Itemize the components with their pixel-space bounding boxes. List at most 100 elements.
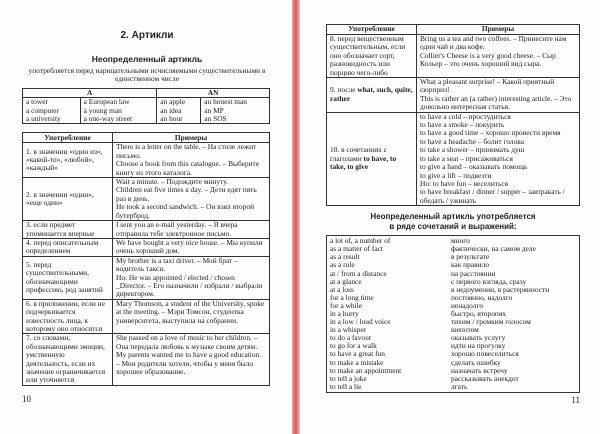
phrase-row: for a while ненадолго bbox=[327, 300, 579, 310]
article-example: a European law bbox=[83, 97, 130, 107]
book-spine bbox=[292, 0, 300, 434]
example-text: We have bought a very nice house. – Мы к… bbox=[116, 237, 263, 256]
example-text: to have a good time – хорошо провести вр… bbox=[420, 128, 561, 138]
table-row: 9. после what, such, quite, rather What a… bbox=[326, 77, 580, 113]
phrase-russian: много bbox=[450, 236, 470, 246]
article-example: an SOS bbox=[204, 114, 227, 124]
phrase-row: to have a great fun хорошо повеселиться bbox=[327, 350, 579, 358]
phrase-row: at a glance с первого взгляда, сразу bbox=[327, 276, 579, 286]
phrase-row: a lot of, a number of много bbox=[327, 237, 579, 245]
table-row: 4. перед описательным определением We hav… bbox=[22, 237, 270, 257]
phrase-russian: шепотом bbox=[450, 325, 479, 335]
table-row: 6. в приложении, если не подчеркивается … bbox=[22, 298, 270, 335]
page-number: 10 bbox=[22, 393, 31, 404]
example-text: to give a lift – подвезти bbox=[420, 170, 492, 180]
examples-cell: There is a letter on the table. – На сто… bbox=[112, 142, 270, 179]
page-number: 11 bbox=[571, 394, 580, 405]
usage-header: Употребление bbox=[22, 132, 113, 144]
example-text: My brother is a taxi driver. – Мой брат … bbox=[116, 255, 238, 274]
examples-cell: We have bought a very nice house. – Мы к… bbox=[112, 237, 270, 257]
article-example: a young man bbox=[83, 105, 122, 115]
article-example: an apple bbox=[160, 97, 186, 107]
example-text: Bring us a tea and two coffees. – Принес… bbox=[420, 34, 567, 52]
phrase-row: in a whisper шепотом bbox=[327, 326, 579, 334]
usage-text: 9. после bbox=[330, 85, 358, 95]
example-text: What a pleasant surprise! – Какой приятн… bbox=[420, 77, 555, 95]
phrase-english: at / from a distance bbox=[330, 268, 387, 278]
usage-keywords: what, such, quite, rather bbox=[330, 85, 413, 103]
phrases-heading: Неопределенный артикль употребляется в р… bbox=[326, 212, 580, 231]
usage-table-right: Употребление Примеры 8. перед вещественны… bbox=[326, 24, 580, 207]
phrase-english: to make a mistake bbox=[330, 357, 384, 367]
phrase-russian: рассказывать анекдот bbox=[450, 373, 519, 383]
example-text: Children eat five times a day. – Дети ед… bbox=[116, 185, 257, 203]
phrase-row: to go for a walk идти на прогулку bbox=[327, 342, 579, 350]
example-text: I sent you an e-mail yesterday. – Я вчер… bbox=[116, 220, 238, 238]
phrase-russian: ненадолго bbox=[450, 300, 484, 310]
example-text: Но: to have fun – веселиться bbox=[420, 178, 509, 188]
header-a: A bbox=[21, 87, 158, 99]
header-an: AN bbox=[156, 87, 270, 99]
phrase-row: to make an appointment назначать встречу bbox=[327, 365, 579, 375]
usage-cell: 6. в приложении, если не подчеркивается … bbox=[22, 298, 113, 335]
phrase-row: to do a favour оказывать услугу bbox=[327, 334, 579, 342]
chapter-title: 2. Артикли bbox=[120, 30, 174, 41]
example-text: There is a letter on the table. – На сто… bbox=[116, 142, 257, 160]
table-row: 7. со словами, обозначающими эмоции, умс… bbox=[22, 333, 270, 386]
phrase-english: to tell a lie bbox=[330, 381, 362, 391]
section-title: Неопределенный артикль bbox=[91, 54, 203, 64]
example-text: Mary Thomson, a student of the Universit… bbox=[116, 298, 265, 325]
usage-keywords: to have, to take, to give bbox=[330, 153, 397, 172]
article-column: a tower a computer a university bbox=[22, 97, 81, 125]
example-text: to take a shower – принимать душ bbox=[420, 145, 525, 155]
example-text: He took a second sandwich. – Он взял вто… bbox=[116, 202, 255, 220]
example-text: to have a headache – болит голова bbox=[420, 136, 524, 146]
article-example: an honest man bbox=[204, 97, 247, 107]
usage-cell: 5. перед существительными, обозначающими… bbox=[22, 255, 113, 300]
phrase-english: as a matter of fact bbox=[330, 244, 383, 254]
examples-cell: Bring us a tea and two coffees. – Принес… bbox=[416, 33, 580, 79]
article-column: a European law a young man a one-way stree… bbox=[79, 97, 158, 125]
example-text: This is rather an (a rather) interesting… bbox=[420, 93, 572, 112]
phrase-russian: сделать ошибку bbox=[450, 357, 501, 367]
example-text: Choose a book from this catalogue. – Выб… bbox=[116, 159, 260, 177]
phrase-russian: оказывать услугу bbox=[450, 333, 506, 343]
phrase-row: in a hurry быстро, второпях bbox=[327, 308, 579, 318]
heading-line: Неопределенный артикль употребляется bbox=[370, 212, 536, 222]
usage-cell: 2. в значении «один», «еще один» bbox=[22, 177, 113, 222]
table-row: 1. в значении «один из», «какой-то», «лю… bbox=[22, 142, 270, 179]
usage-cell: 3. если предмет упоминается впервые bbox=[22, 220, 113, 239]
phrase-english: for a while bbox=[330, 300, 363, 310]
phrase-row: as a result в результате bbox=[327, 253, 579, 261]
usage-cell: 9. после what, such, quite, rather bbox=[326, 77, 417, 113]
usage-text: 10. в сочетаниях с глаголами bbox=[330, 145, 387, 163]
phrase-english: as a rule bbox=[330, 260, 355, 270]
table-row: 10. в сочетаниях с глаголами to have, to… bbox=[326, 111, 580, 207]
article-example: a computer bbox=[26, 105, 60, 115]
article-column: an apple an idea an hour bbox=[156, 97, 202, 125]
phrase-row: to tell a joke рассказывать анекдот bbox=[327, 373, 579, 383]
article-example: a tower bbox=[26, 97, 48, 107]
article-column: an honest man an MP an SOS bbox=[200, 97, 270, 125]
example-text: to have a cold – простудиться bbox=[420, 111, 511, 121]
article-example: an MP bbox=[204, 105, 224, 115]
usage-cell: 10. в сочетаниях с глаголами to have, to… bbox=[326, 111, 417, 207]
example-text: Collier's Cheese is a very good cheese. … bbox=[420, 50, 556, 69]
phrase-english: in a low / loud voice bbox=[330, 317, 391, 327]
phrase-english: at a glance bbox=[330, 276, 362, 286]
usage-cell: 1. в значении «один из», «какой-то», «лю… bbox=[22, 142, 113, 179]
left-page: 2. Артикли Неопределенный артикль употре… bbox=[0, 0, 293, 434]
phrase-english: as a result bbox=[330, 252, 360, 262]
examples-header: Примеры bbox=[112, 132, 270, 144]
phrase-english: to tell a joke bbox=[330, 373, 367, 383]
article-example: an hour bbox=[160, 114, 183, 124]
phrase-row: to make a mistake сделать ошибку bbox=[327, 357, 579, 367]
right-page: Употребление Примеры 8. перед вещественны… bbox=[300, 0, 600, 434]
phrase-russian: быстро, второпях bbox=[450, 308, 506, 318]
phrase-english: at a loss bbox=[330, 284, 354, 294]
example-text: to have breakfast / dinner / supper – за… bbox=[420, 187, 565, 205]
examples-cell: She passed on a love of music to her chi… bbox=[112, 333, 270, 386]
phrase-english: to make an appointment bbox=[330, 365, 402, 375]
phrase-russian: в недоумении, в растерянности bbox=[450, 284, 550, 294]
phrase-russian: фактически, на самом деле bbox=[450, 244, 536, 254]
